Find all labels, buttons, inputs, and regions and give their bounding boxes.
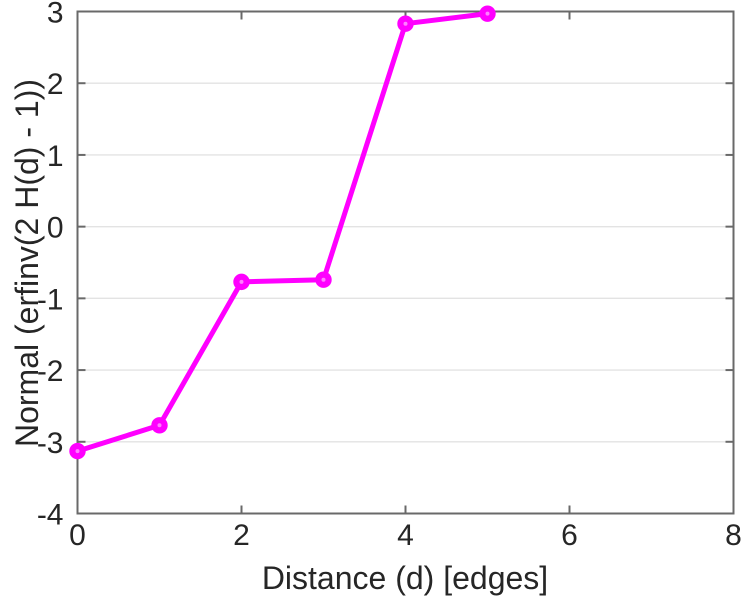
- x-tick-labels: 0 2 4 6 8: [69, 519, 742, 552]
- x-tick-label: 8: [725, 519, 742, 552]
- plot-box: [76, 10, 735, 515]
- x-tick-label: 2: [233, 519, 250, 552]
- x-axis-label: Distance (d) [edges]: [262, 560, 548, 596]
- data-markers: [69, 5, 496, 460]
- x-tick-label: 6: [561, 519, 578, 552]
- data-point-marker-center: [321, 277, 326, 282]
- y-tick-label: -2: [37, 355, 64, 388]
- y-tick-labels: 3 2 1 0 -1 -2 -3 -4: [37, 0, 64, 532]
- x-tick-label: 0: [69, 519, 86, 552]
- data-point-marker-center: [403, 21, 408, 26]
- x-tick-label: 4: [397, 519, 414, 552]
- data-point-marker-center: [239, 279, 244, 284]
- y-tick-label: 2: [47, 68, 64, 101]
- axis-ticks: [76, 10, 735, 515]
- data-point-marker-center: [75, 449, 80, 454]
- y-tick-label: 1: [47, 140, 64, 173]
- y-tick-label: 0: [47, 212, 64, 245]
- y-tick-label: 3: [47, 0, 64, 30]
- gridlines: [77, 82, 734, 443]
- y-axis-label: Normal (erfinv(2 H(d) - 1)): [9, 79, 45, 447]
- data-point-marker-center: [485, 11, 490, 16]
- y-tick-label: -1: [37, 283, 64, 316]
- data-line: [75, 11, 490, 454]
- y-tick-label: -4: [37, 499, 64, 532]
- data-point-marker-center: [157, 423, 162, 428]
- y-tick-label: -3: [37, 427, 64, 460]
